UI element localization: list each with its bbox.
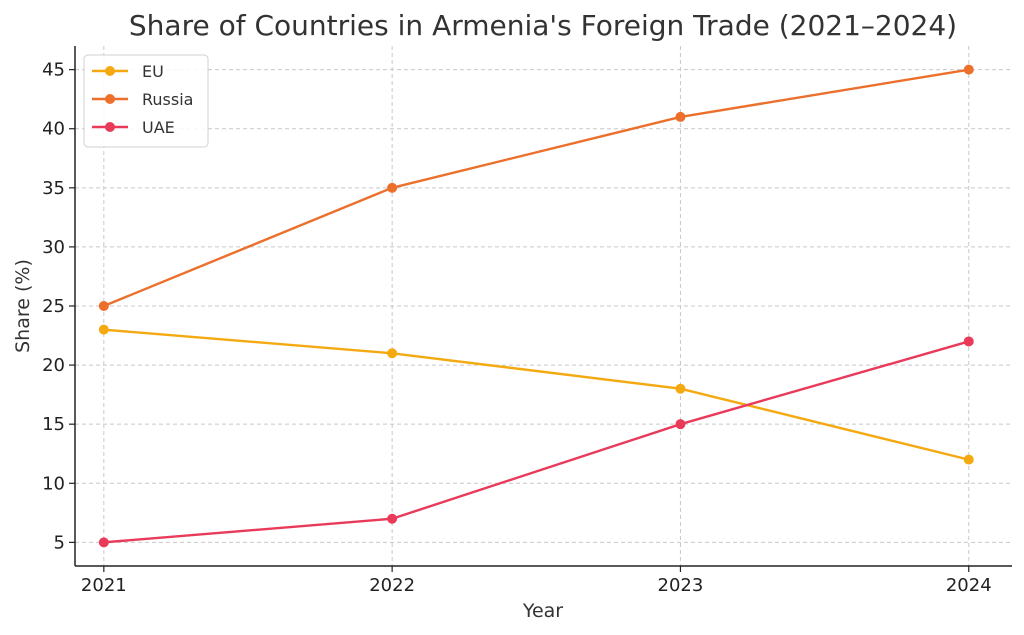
series-line	[103, 68, 969, 308]
series-russia	[98, 64, 974, 311]
data-point	[98, 537, 109, 548]
x-tick-label: 2021	[81, 575, 127, 596]
series-line	[103, 340, 970, 544]
data-point	[98, 324, 109, 335]
data-point	[98, 301, 109, 311]
data-point	[387, 513, 398, 524]
y-axis-label: Share (%)	[12, 259, 34, 353]
series-uae	[98, 336, 974, 548]
data-point	[675, 111, 686, 122]
legend-frame	[83, 54, 209, 148]
legend-swatch-marker	[105, 122, 115, 132]
y-tick-label: 40	[42, 119, 65, 140]
x-tick-label: 2024	[946, 575, 992, 596]
series-line	[103, 328, 970, 461]
legend-item: EU	[92, 62, 164, 81]
x-axis-label: Year	[522, 600, 563, 622]
legend-item: UAE	[92, 118, 175, 137]
chart-title: Share of Countries in Armenia's Foreign …	[129, 9, 957, 42]
y-tick-label: 25	[42, 296, 65, 317]
y-tick-label: 35	[42, 178, 65, 199]
series-layer	[98, 64, 974, 548]
data-point	[387, 182, 398, 193]
y-tick-label: 10	[42, 473, 65, 494]
legend-swatch-marker	[105, 94, 115, 104]
series-eu	[98, 324, 974, 465]
legend: EU Russia UAE	[83, 54, 209, 148]
y-tick-label: 20	[42, 355, 65, 376]
legend-swatch-marker	[105, 66, 115, 76]
grid	[75, 46, 1012, 566]
data-point	[675, 419, 686, 430]
legend-label: Russia	[142, 90, 193, 109]
y-tick-label: 45	[42, 60, 65, 81]
data-point	[675, 383, 686, 394]
data-point	[387, 348, 398, 359]
data-point	[963, 64, 974, 75]
x-tick-label: 2023	[658, 575, 704, 596]
y-tick-label: 15	[42, 414, 65, 435]
data-point	[963, 336, 974, 347]
legend-item: Russia	[92, 90, 193, 109]
data-point	[963, 454, 974, 465]
y-tick-label: 30	[42, 237, 65, 258]
y-axis-ticks: 5 10 15 20 25 30 35 40 45	[42, 60, 75, 553]
legend-label: UAE	[142, 118, 175, 137]
y-tick-label: 5	[54, 532, 65, 553]
legend-label: EU	[142, 62, 164, 81]
x-tick-label: 2022	[369, 575, 415, 596]
x-axis-ticks: 2021 2022 2023 2024	[81, 566, 992, 596]
